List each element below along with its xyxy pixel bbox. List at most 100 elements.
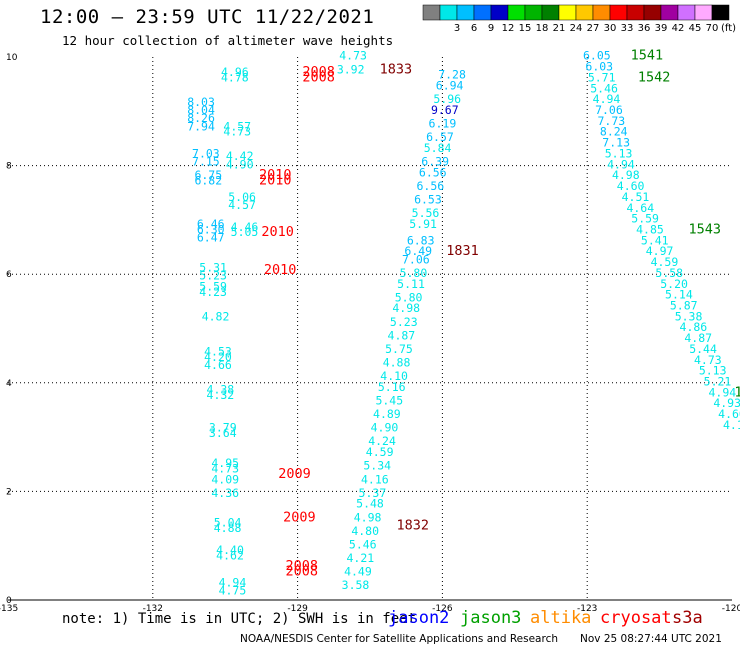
y-tick-label: 8 — [6, 162, 12, 172]
data-point-label: 4.24 — [368, 434, 396, 448]
data-point-label: 4.90 — [371, 421, 399, 435]
data-point-label: 6.82 — [194, 174, 222, 188]
data-point-label: 5.59 — [631, 212, 659, 226]
data-point-label: 5.23 — [199, 269, 227, 283]
colorbar-swatch — [524, 4, 543, 21]
colorbar-tick-label: 27 — [587, 23, 600, 34]
data-point-label: 4.98 — [354, 510, 382, 524]
colorbar-tick-label: 18 — [536, 23, 549, 34]
data-point-label: 5.45 — [375, 394, 403, 408]
data-point-label: 8.26 — [187, 111, 215, 125]
data-point-label: 4.89 — [373, 407, 401, 421]
colorbar-tick-label: 9 — [488, 23, 494, 34]
data-point-label: 5.31 — [199, 260, 227, 274]
colorbar-tick-label: 12 — [502, 23, 515, 34]
data-point-label: 4.09 — [211, 472, 239, 486]
data-point-label: 4.16 — [361, 472, 389, 486]
data-point-label: 4.78 — [221, 70, 249, 84]
data-point-label: 6.56 — [416, 179, 444, 193]
data-point-label: 5.59 — [199, 279, 227, 293]
data-point-label: 5.14 — [665, 288, 693, 302]
data-point-label: 5.20 — [660, 277, 688, 291]
data-point-label: 8.24 — [600, 125, 628, 139]
data-point-label: 4.87 — [388, 328, 416, 342]
data-point-label: 5.23 — [390, 315, 418, 329]
data-point-label: 6.57 — [426, 130, 454, 144]
data-point-label: 4.64 — [626, 201, 654, 215]
time-label: 2009 — [283, 509, 316, 525]
data-point-label: 4.73 — [211, 461, 239, 475]
data-point-label: 5.38 — [675, 309, 703, 323]
colorbar-swatch — [490, 4, 509, 21]
data-point-label: 8.04 — [187, 103, 215, 117]
data-point-label: 4.86 — [680, 320, 708, 334]
data-point-label: 5.96 — [433, 92, 461, 106]
legend-jason2: jason2 — [388, 608, 450, 628]
data-point-label: 6.39 — [421, 155, 449, 169]
y-tick-label: 2 — [6, 487, 12, 497]
data-point-label: 6.75 — [194, 168, 222, 182]
legend-s3a: s3a — [672, 608, 703, 628]
data-point-label: 5.58 — [655, 266, 683, 280]
data-point-label: 4.59 — [366, 445, 394, 459]
data-point-label: 6.03 — [585, 60, 613, 74]
data-point-label: 6.94 — [436, 79, 464, 93]
colorbar-swatch — [626, 4, 645, 21]
data-point-label: 4.73 — [339, 49, 367, 63]
colorbar-swatch — [439, 4, 458, 21]
time-label: 2009 — [278, 466, 311, 482]
time-label: 2010 — [259, 167, 292, 183]
colorbar-swatch — [677, 4, 696, 21]
data-point-label: 4.87 — [684, 331, 712, 345]
colorbar-tick-label: 45 — [689, 23, 702, 34]
data-point-label: 4.10 — [380, 369, 408, 383]
y-tick-label: 0 — [6, 596, 12, 606]
colorbar-tick-label: 6 — [471, 23, 477, 34]
data-point-label: 5.13 — [605, 146, 633, 160]
colorbar-swatch — [660, 4, 679, 21]
colorbar-swatch — [575, 4, 594, 21]
data-point-label: 4.53 — [204, 345, 232, 359]
data-point-label: 5.16 — [378, 380, 406, 394]
data-point-label: 4.85 — [636, 222, 664, 236]
time-label: 1543 — [689, 221, 722, 237]
data-point-label: 3.79 — [209, 421, 237, 435]
colorbar-swatch — [422, 4, 441, 21]
data-point-label: 5.48 — [356, 497, 384, 511]
y-tick-label: 10 — [6, 53, 18, 63]
data-point-label: 4.94 — [593, 92, 621, 106]
data-point-label: 4.59 — [651, 255, 679, 269]
data-point-label: 4.75 — [219, 584, 247, 598]
y-tick-label: 6 — [6, 270, 12, 280]
data-point-label: 4.51 — [622, 190, 650, 204]
colorbar-swatch — [558, 4, 577, 21]
data-point-label: 4.97 — [646, 244, 674, 258]
colorbar-tick-label: 24 — [570, 23, 583, 34]
data-point-label: 5.87 — [670, 298, 698, 312]
legend-jason3: jason3 — [460, 608, 522, 628]
time-label: 1833 — [380, 61, 413, 77]
page-title: 12:00 — 23:59 UTC 11/22/2021 — [40, 6, 375, 28]
data-point-label: 4.40 — [216, 543, 244, 557]
data-point-label: 3.92 — [337, 62, 365, 76]
legend-altika: altika — [530, 608, 592, 628]
data-point-label: 5.21 — [704, 375, 732, 389]
data-point-label: 4.21 — [346, 551, 374, 565]
data-point-label: 5.91 — [409, 217, 437, 231]
data-point-label: 5.80 — [395, 290, 423, 304]
data-point-label: 3.58 — [342, 578, 370, 592]
data-point-label: 4.94 — [219, 575, 247, 589]
colorbar-tick-label: 30 — [604, 23, 617, 34]
data-point-label: 4.94 — [607, 157, 635, 171]
data-point-label: 5.06 — [228, 190, 256, 204]
data-point-label: 3.64 — [209, 426, 237, 440]
time-label: 2010 — [261, 224, 294, 240]
data-point-label: 9.67 — [431, 103, 459, 117]
data-point-label: 7.13 — [602, 136, 630, 150]
legend-note: note: 1) Time is in UTC; 2) SWH is in fe… — [62, 611, 417, 627]
data-point-label: 5.80 — [400, 266, 428, 280]
time-label: 1831 — [446, 243, 479, 259]
colorbar-tick-label: 70 — [706, 23, 719, 34]
data-point-label: 4.38 — [207, 383, 235, 397]
data-point-label: 4.57 — [228, 198, 256, 212]
